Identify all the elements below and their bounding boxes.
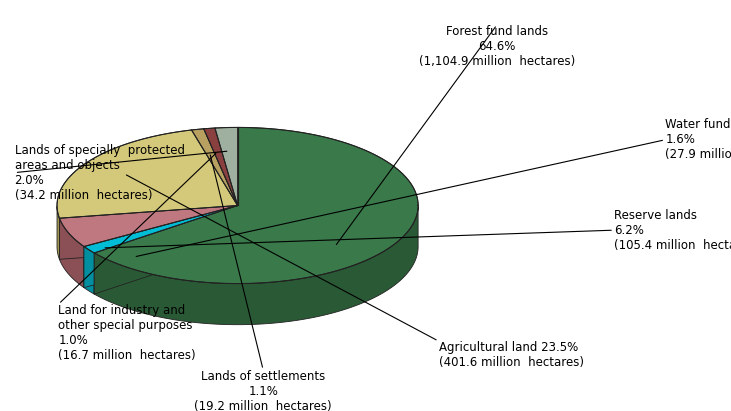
Text: Forest fund lands
64.6%
(1,104.9 million  hectares): Forest fund lands 64.6% (1,104.9 million… (419, 25, 575, 68)
Polygon shape (94, 206, 238, 294)
Polygon shape (57, 206, 59, 259)
Polygon shape (59, 206, 238, 247)
Polygon shape (94, 207, 418, 325)
Polygon shape (57, 130, 238, 218)
Text: Land for industry and
other special purposes
1.0%
(16.7 million  hectares): Land for industry and other special purp… (58, 304, 196, 362)
Polygon shape (59, 206, 238, 259)
Polygon shape (215, 127, 238, 206)
Polygon shape (94, 206, 238, 294)
Polygon shape (84, 206, 238, 288)
Text: Lands of settlements
1.1%
(19.2 million  hectares): Lands of settlements 1.1% (19.2 million … (194, 370, 332, 411)
Text: Reserve lands
6.2%
(105.4 million  hectares): Reserve lands 6.2% (105.4 million hectar… (614, 209, 731, 252)
Text: Water fund lands
1.6%
(27.9 million  hectares): Water fund lands 1.6% (27.9 million hect… (665, 118, 731, 161)
Polygon shape (59, 206, 238, 259)
Polygon shape (59, 218, 84, 288)
Polygon shape (94, 127, 418, 284)
Polygon shape (84, 206, 238, 253)
Polygon shape (84, 206, 238, 288)
Polygon shape (192, 129, 238, 206)
Polygon shape (204, 128, 238, 206)
Polygon shape (84, 247, 94, 294)
Text: Agricultural land 23.5%
(401.6 million  hectares): Agricultural land 23.5% (401.6 million h… (439, 341, 583, 369)
Text: Lands of specially  protected
areas and objects
2.0%
(34.2 million  hectares): Lands of specially protected areas and o… (15, 143, 185, 202)
